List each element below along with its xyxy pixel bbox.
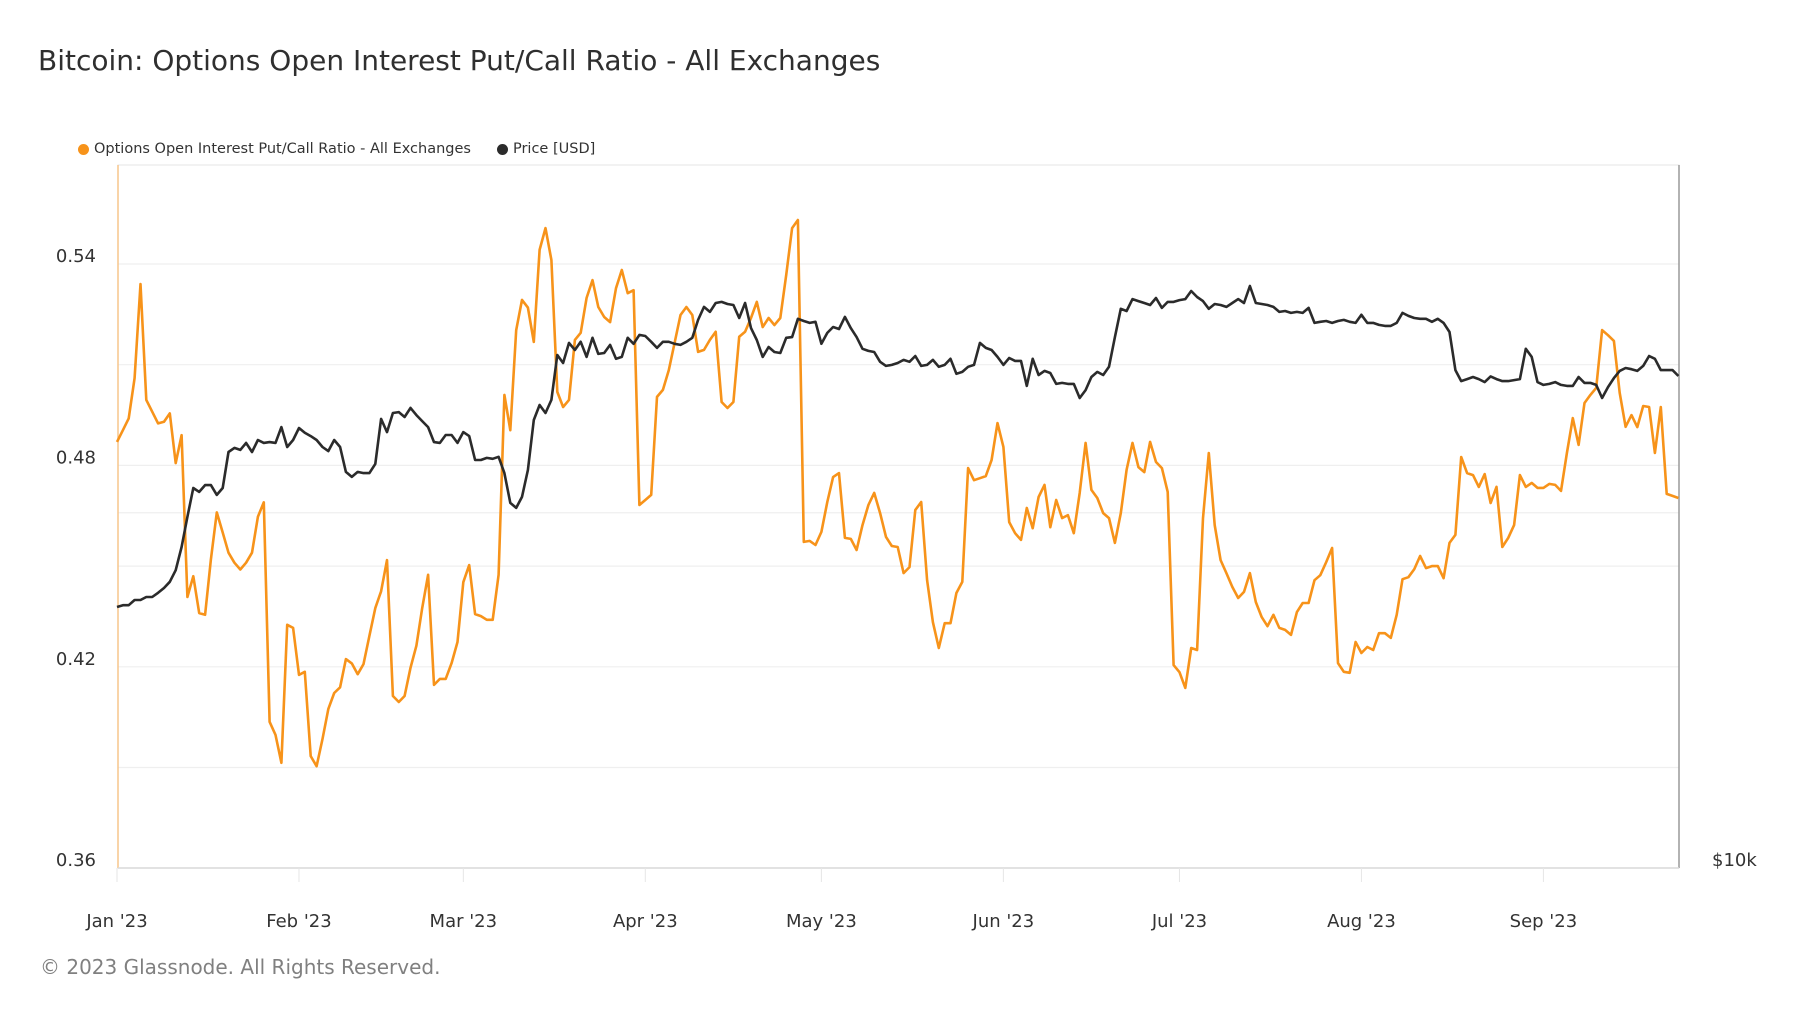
plot-frame: [117, 164, 1680, 869]
x-tick-label: Mar '23: [430, 911, 498, 932]
legend-dot-price-icon: [496, 143, 508, 155]
x-tick-label: Feb '23: [266, 911, 331, 932]
legend-label-ratio: Options Open Interest Put/Call Ratio - A…: [94, 141, 471, 157]
y-tick-label: 0.54: [56, 246, 96, 267]
x-tick-label: Sep '23: [1510, 911, 1578, 932]
y-tick-label: 0.48: [56, 447, 96, 468]
x-axis-ticks: Jan '23 Feb '23 Mar '23 Apr '23 May '23 Jun '…: [85, 868, 1577, 932]
legend-item-price[interactable]: Price [USD]: [496, 141, 596, 157]
series-line-price: [116, 284, 1680, 609]
y-tick-label: 0.42: [56, 649, 96, 670]
x-tick-label: Jan '23: [85, 911, 147, 932]
legend-item-ratio[interactable]: Options Open Interest Put/Call Ratio - A…: [78, 141, 471, 157]
x-tick-label: Apr '23: [613, 911, 678, 932]
chart-title: Bitcoin: Options Open Interest Put/Call …: [38, 44, 881, 77]
x-tick-label: Jun '23: [972, 911, 1035, 932]
right-axis-tick-10k: $10k: [1712, 850, 1757, 871]
gridlines: [118, 263, 1679, 769]
y-axis-ticks: 0.54 0.48 0.42 0.36: [56, 246, 96, 871]
legend-label-price: Price [USD]: [512, 141, 596, 157]
x-tick-label: Aug '23: [1327, 911, 1396, 932]
legend-dot-ratio-icon: [78, 143, 89, 155]
series-points: [116, 219, 1679, 767]
copyright-footer: © 2023 Glassnode. All Rights Reserved.: [40, 955, 441, 979]
y-tick-label: 0.36: [56, 850, 96, 871]
x-tick-label: Jul '23: [1151, 911, 1207, 932]
x-tick-label: May '23: [786, 911, 857, 932]
legend: Options Open Interest Put/Call Ratio - A…: [78, 141, 621, 157]
series-line-put-call-ratio: [115, 218, 1679, 768]
